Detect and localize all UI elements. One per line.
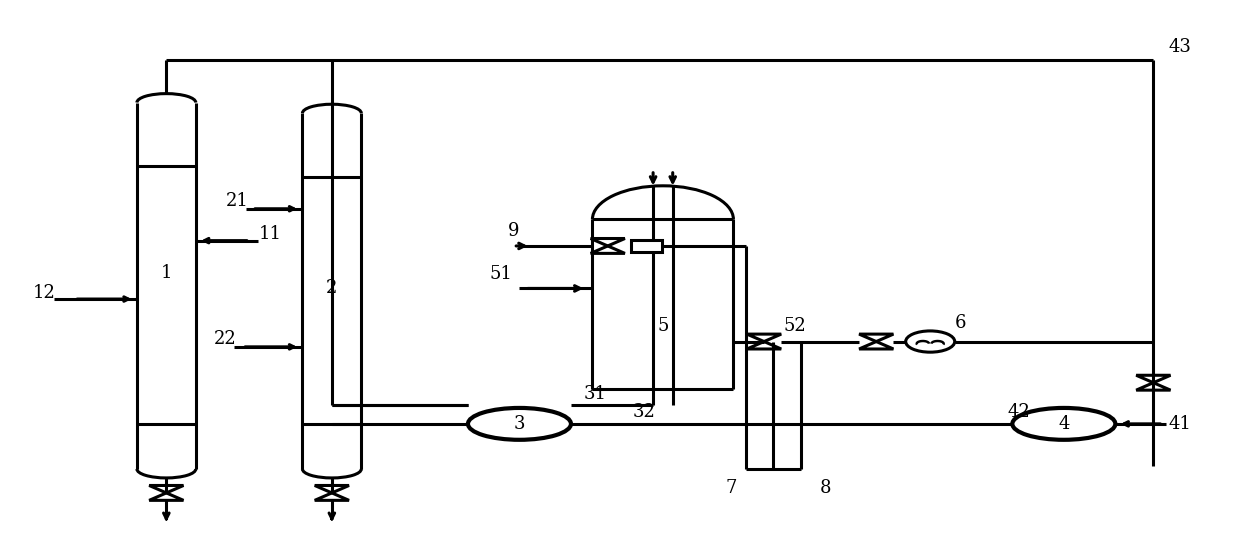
Text: 52: 52 bbox=[784, 317, 806, 335]
Text: 12: 12 bbox=[32, 284, 55, 302]
Text: 4: 4 bbox=[1058, 415, 1070, 433]
Text: 7: 7 bbox=[725, 479, 737, 496]
Text: 21: 21 bbox=[226, 192, 249, 210]
Ellipse shape bbox=[1012, 408, 1115, 440]
Bar bbox=[631, 240, 662, 252]
Text: 5: 5 bbox=[657, 317, 668, 335]
Text: 43: 43 bbox=[1169, 38, 1192, 56]
Text: 1: 1 bbox=[161, 263, 172, 282]
Text: 32: 32 bbox=[634, 403, 656, 421]
Text: 6: 6 bbox=[955, 314, 967, 332]
Text: 9: 9 bbox=[507, 222, 520, 240]
Text: 8: 8 bbox=[820, 479, 831, 496]
Text: 51: 51 bbox=[489, 264, 512, 282]
Ellipse shape bbox=[467, 408, 570, 440]
Text: 2: 2 bbox=[326, 280, 337, 298]
Text: 42: 42 bbox=[1007, 403, 1030, 421]
Text: 3: 3 bbox=[513, 415, 526, 433]
Text: 41: 41 bbox=[1169, 415, 1192, 433]
Text: 11: 11 bbox=[259, 225, 281, 243]
Circle shape bbox=[905, 331, 955, 352]
Text: 31: 31 bbox=[584, 385, 606, 403]
Text: 22: 22 bbox=[213, 330, 237, 348]
